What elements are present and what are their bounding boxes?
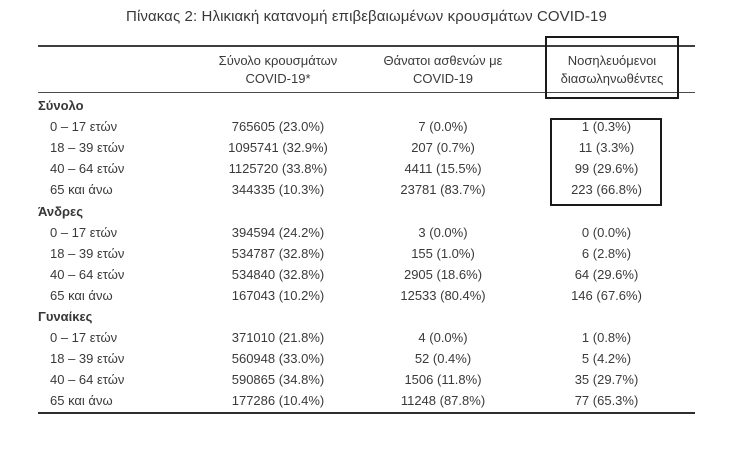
cases-value: 177286 (10.4%) — [231, 393, 325, 409]
header-total-cases: Σύνολο κρουσμάτων COVID-19* — [188, 52, 368, 88]
table-bottom-rule — [38, 412, 695, 415]
intubated-value: 77 (65.3%) — [574, 393, 639, 409]
age-label: 40 – 64 ετών — [50, 266, 125, 282]
header-deaths: Θάνατοι ασθενών με COVID-19 — [368, 52, 518, 88]
section-label-men: Άνδρες — [38, 203, 83, 219]
table-row: 40 – 64 ετών 534840 (32.8%) 2905 (18.6%)… — [38, 264, 695, 285]
age-label: 18 – 39 ετών — [50, 140, 125, 156]
table-row: 65 και άνω 177286 (10.4%) 11248 (87.8%) … — [38, 390, 695, 411]
intubated-value: 6 (2.8%) — [581, 245, 632, 261]
table-row: 40 – 64 ετών 590865 (34.8%) 1506 (11.8%)… — [38, 369, 695, 390]
deaths-value: 4411 (15.5%) — [404, 161, 482, 177]
table-title: Πίνακας 2: Ηλικιακή κατανομή επιβεβαιωμέ… — [126, 8, 607, 25]
header-deaths-line2: COVID-19 — [413, 70, 473, 86]
table-row: 18 – 39 ετών 534787 (32.8%) 155 (1.0%) 6… — [38, 243, 695, 264]
deaths-value: 1506 (11.8%) — [404, 372, 482, 388]
age-label: 40 – 64 ετών — [50, 161, 125, 177]
intubated-value: 99 (29.6%) — [574, 161, 639, 177]
intubated-value: 35 (29.7%) — [574, 372, 639, 388]
age-label: 40 – 64 ετών — [50, 372, 125, 388]
deaths-value: 4 (0.0%) — [418, 330, 468, 346]
cases-value: 1095741 (32.9%) — [228, 140, 328, 156]
table-body: Σύνολο 0 – 17 ετών 765605 (23.0%) 7 (0.0… — [38, 93, 695, 411]
table-row: 40 – 64 ετών 1125720 (33.8%) 4411 (15.5%… — [38, 158, 695, 179]
age-label: 65 και άνω — [50, 182, 113, 198]
table-row: 65 και άνω 167043 (10.2%) 12533 (80.4%) … — [38, 285, 695, 306]
table-row: 18 – 39 ετών 1095741 (32.9%) 207 (0.7%) … — [38, 137, 695, 158]
age-label: 18 – 39 ετών — [50, 351, 125, 367]
deaths-value: 23781 (83.7%) — [400, 182, 486, 198]
header-intubated-line1: Νοσηλευόμενοι — [567, 52, 657, 68]
deaths-value: 52 (0.4%) — [414, 351, 472, 367]
age-label: 0 – 17 ετών — [50, 119, 118, 135]
section-label-women: Γυναίκες — [38, 308, 93, 324]
header-total-cases-line1: Σύνολο κρουσμάτων — [218, 52, 338, 68]
intubated-value: 223 (66.8%) — [571, 182, 642, 198]
table-row: 65 και άνω 344335 (10.3%) 23781 (83.7%) … — [38, 179, 695, 200]
cases-value: 344335 (10.3%) — [231, 182, 325, 198]
cases-value: 560948 (33.0%) — [231, 351, 325, 367]
cases-value: 394594 (24.2%) — [231, 224, 325, 240]
intubated-value: 146 (67.6%) — [571, 287, 642, 303]
cases-value: 534787 (32.8%) — [231, 245, 325, 261]
age-label: 0 – 17 ετών — [50, 330, 118, 346]
cases-value: 765605 (23.0%) — [231, 119, 325, 135]
cases-value: 1125720 (33.8%) — [228, 161, 328, 177]
deaths-value: 3 (0.0%) — [418, 224, 468, 240]
intubated-value: 1 (0.8%) — [581, 330, 632, 346]
age-label: 0 – 17 ετών — [50, 224, 118, 240]
intubated-value: 1 (0.3%) — [581, 119, 632, 135]
header-deaths-line1: Θάνατοι ασθενών με — [383, 52, 503, 68]
intubated-value: 0 (0.0%) — [581, 224, 632, 240]
age-label: 65 και άνω — [50, 393, 113, 409]
covid-age-distribution-table: Σύνολο κρουσμάτων COVID-19* Θάνατοι ασθε… — [38, 36, 695, 415]
deaths-value: 155 (1.0%) — [411, 245, 475, 261]
header-total-cases-line2: COVID-19* — [245, 70, 311, 86]
table-row: 0 – 17 ετών 765605 (23.0%) 7 (0.0%) 1 (0… — [38, 116, 695, 137]
table-row: 18 – 39 ετών 560948 (33.0%) 52 (0.4%) 5 … — [38, 348, 695, 369]
cases-value: 534840 (32.8%) — [231, 266, 325, 282]
intubated-value: 11 (3.3%) — [578, 140, 635, 156]
header-intubated: Νοσηλευόμενοι διασωληνωθέντες — [518, 52, 695, 88]
deaths-value: 12533 (80.4%) — [400, 287, 486, 303]
table-row: 0 – 17 ετών 394594 (24.2%) 3 (0.0%) 0 (0… — [38, 222, 695, 243]
deaths-value: 207 (0.7%) — [411, 140, 475, 156]
intubated-value: 64 (29.6%) — [574, 266, 639, 282]
header-intubated-line2: διασωληνωθέντες — [560, 70, 664, 86]
deaths-value: 11248 (87.8%) — [400, 393, 486, 409]
cases-value: 590865 (34.8%) — [231, 372, 325, 388]
intubated-value: 5 (4.2%) — [581, 351, 632, 367]
age-label: 18 – 39 ετών — [50, 245, 125, 261]
cases-value: 371010 (21.8%) — [231, 330, 325, 346]
table-row: 0 – 17 ετών 371010 (21.8%) 4 (0.0%) 1 (0… — [38, 327, 695, 348]
age-label: 65 και άνω — [50, 287, 113, 303]
cases-value: 167043 (10.2%) — [231, 287, 325, 303]
section-label-total: Σύνολο — [38, 98, 84, 114]
deaths-value: 2905 (18.6%) — [403, 266, 483, 282]
table-header-row: Σύνολο κρουσμάτων COVID-19* Θάνατοι ασθε… — [38, 47, 695, 93]
deaths-value: 7 (0.0%) — [418, 119, 468, 135]
